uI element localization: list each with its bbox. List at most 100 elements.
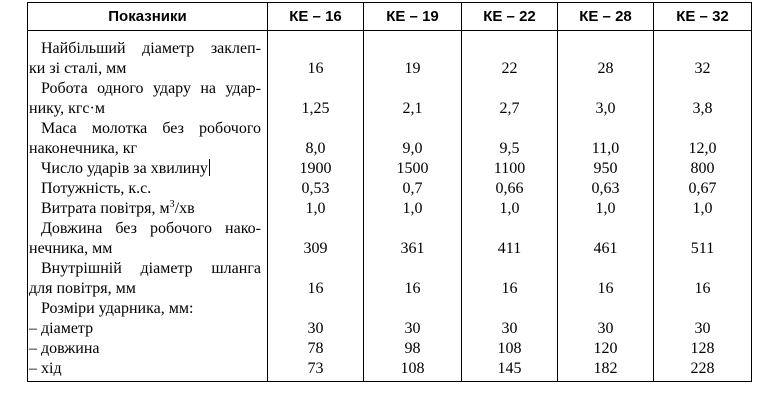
row-label: Робота одного удару на удар- нику, кгс·м [27,79,268,119]
row-label: Маса молотка без робочого наконечника, к… [27,119,268,159]
table-cell: 9,5 [461,119,558,159]
table-row-length: Довжина без робочого нако- нечника, мм 3… [27,219,752,259]
table-cell: 1,25 [267,79,364,119]
table-cell: 32 [653,30,752,79]
unit-superscript: 3 [169,199,175,210]
table-cell: 2,7 [461,79,558,119]
table-cell: 108 [363,359,462,382]
text-cursor [208,159,210,176]
table-cell: 228 [653,359,752,382]
table-cell: 73 [267,359,364,382]
table-cell: 800 [653,159,752,179]
table-cell: 30 [653,299,752,339]
table-row-hammer-mass: Маса молотка без робочого наконечника, к… [27,119,752,159]
table-cell: 12,0 [653,119,752,159]
table-cell: 511 [653,219,752,259]
header-model-ke28: КЕ – 28 [557,2,654,31]
row-label: Довжина без робочого нако- нечника, мм [27,219,268,259]
header-model-ke19: КЕ – 19 [363,2,462,31]
table-cell: 1,0 [557,199,654,219]
table-cell: 1,0 [267,199,364,219]
row-label-line: – довжина [29,340,100,357]
row-label-line: Найбільший діаметр заклеп- [41,40,261,57]
header-model-ke22: КЕ – 22 [461,2,558,31]
table-cell: 361 [363,219,462,259]
table-cell: 128 [653,339,752,359]
row-label-line: Маса молотка без робочого [41,120,261,137]
row-label: Внутрішній діаметр шланга для повітря, м… [27,259,268,299]
row-label-text: Витрата повітря, м [41,200,170,217]
row-label-line: для повітря, мм [29,280,136,297]
header-model-ke16: КЕ – 16 [267,2,364,31]
row-label: Витрата повітря, м3/хв [27,199,268,219]
table-cell: 3,8 [653,79,752,119]
table-row-blows-per-minute: Число ударів за хвилину 1900 1500 1100 9… [27,159,752,179]
row-label-line: наконечника, кг [29,140,138,157]
table-cell: 98 [363,339,462,359]
table-cell: 461 [557,219,654,259]
row-label-line: нику, кгс·м [29,100,105,117]
table-row-air-consumption: Витрата повітря, м3/хв 1,0 1,0 1,0 1,0 1… [27,199,752,219]
table-cell: 309 [267,219,364,259]
table-cell: 30 [363,299,462,339]
table-cell: 1500 [363,159,462,179]
table-cell: 9,0 [363,119,462,159]
table-row-max-rivet-diameter: Найбільший діаметр заклеп- ки зі сталі, … [27,30,752,79]
table-cell: 28 [557,30,654,79]
table-cell: 3,0 [557,79,654,119]
row-label: Розміри ударника, мм: – діаметр [27,299,268,339]
table-cell: 0,67 [653,179,752,199]
row-label-line: – хід [29,360,62,377]
row-label: Число ударів за хвилину [27,159,268,179]
table-row-striker-stroke: – хід 73 108 145 182 228 [27,359,752,382]
table-cell: 1,0 [461,199,558,219]
row-label-line: Внутрішній діаметр шланга [41,260,261,277]
table-cell: 182 [557,359,654,382]
row-label-line: Число ударів за хвилину [29,159,261,179]
table-cell: 16 [363,259,462,299]
row-label-line: ки зі сталі, мм [29,60,127,77]
table-cell: 0,53 [267,179,364,199]
row-label: Потужність, к.с. [27,179,268,199]
table-row-striker-length: – довжина 78 98 108 120 128 [27,339,752,359]
table-row-striker-diameter: Розміри ударника, мм: – діаметр 30 30 30… [27,299,752,339]
table-cell: 108 [461,339,558,359]
row-label-line: – діаметр [29,320,94,337]
table-cell: 1,0 [363,199,462,219]
table-cell: 1900 [267,159,364,179]
row-label: – хід [27,359,268,382]
table-cell: 2,1 [363,79,462,119]
table-row-power: Потужність, к.с. 0,53 0,7 0,66 0,63 0,67 [27,179,752,199]
row-label-line: Робота одного удару на удар- [41,80,261,97]
table-cell: 16 [267,259,364,299]
table-cell: 145 [461,359,558,382]
row-label: – довжина [27,339,268,359]
table-cell: 0,63 [557,179,654,199]
specs-table: Показники КЕ – 16 КЕ – 19 КЕ – 22 КЕ – 2… [27,2,752,382]
row-label: Найбільший діаметр заклеп- ки зі сталі, … [27,30,268,79]
table-cell: 30 [461,299,558,339]
table-cell: 30 [267,299,364,339]
table-cell: 19 [363,30,462,79]
table-cell: 30 [557,299,654,339]
table-cell: 11,0 [557,119,654,159]
table-cell: 120 [557,339,654,359]
table-cell: 411 [461,219,558,259]
table-row-impact-work: Робота одного удару на удар- нику, кгс·м… [27,79,752,119]
row-label-line: нечника, мм [29,240,113,257]
table-cell: 0,66 [461,179,558,199]
table-cell: 8,0 [267,119,364,159]
row-label-line: Розміри ударника, мм: [41,300,194,317]
row-label-suffix: /хв [174,200,195,217]
table-cell: 16 [653,259,752,299]
header-indicators: Показники [27,2,268,31]
header-model-ke32: КЕ – 32 [653,2,752,31]
table-cell: 950 [557,159,654,179]
table-cell: 16 [461,259,558,299]
table-cell: 16 [557,259,654,299]
table-cell: 0,7 [363,179,462,199]
row-label-line: Витрата повітря, м3/хв [29,199,261,219]
table-row-hose-diameter: Внутрішній діаметр шланга для повітря, м… [27,259,752,299]
table-cell: 1,0 [653,199,752,219]
table-cell: 16 [267,30,364,79]
